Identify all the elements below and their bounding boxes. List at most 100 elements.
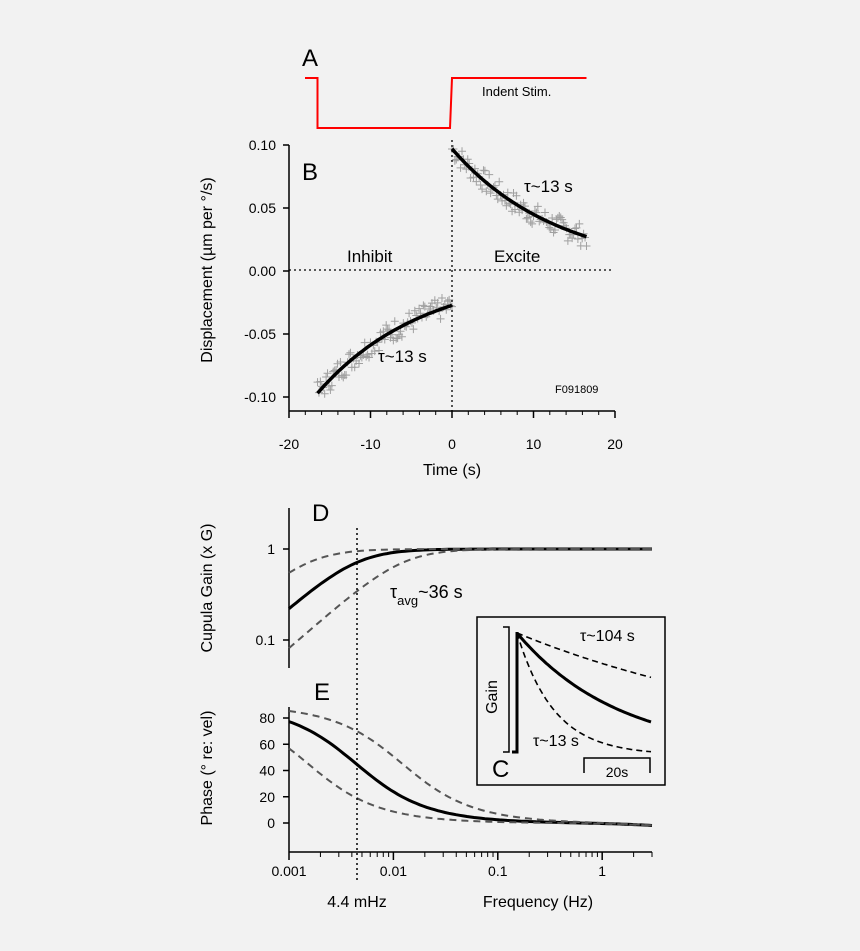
panel-b: -0.10 -0.05 0.00 0.05 0.10 -20 -10 0 10 20 B τ~13… [199, 137, 623, 479]
data-point [390, 317, 399, 326]
phase-bound-line [288, 710, 653, 827]
y-tick-label: 0.00 [249, 263, 276, 279]
step-onset [512, 632, 519, 754]
data-point [382, 321, 391, 330]
gain-scale-bracket [503, 626, 510, 753]
data-point [485, 170, 494, 179]
data-point [344, 350, 353, 359]
panel-b-ticks: -0.10 -0.05 0.00 0.05 0.10 -20 -10 0 10 20 [244, 137, 623, 452]
fit-line-inhibit [316, 303, 453, 395]
gain-avg-line [288, 547, 652, 610]
data-point [436, 314, 445, 323]
tau-symbol: τ [390, 582, 397, 602]
panel-c-inset: C Gain τ~104 s τ~13 s 20s [476, 616, 666, 786]
data-point [346, 348, 355, 357]
inhibit-label: Inhibit [347, 247, 393, 266]
step-response-avg [515, 632, 652, 724]
inset-tau-slow-label: τ~104 s [580, 628, 635, 645]
data-point [486, 189, 495, 198]
panel-d: 0.11 D τavg~36 s Cupula Gain (x G) [199, 500, 652, 668]
data-point [512, 191, 521, 200]
tau-avg-label: τavg~36 s [390, 582, 463, 608]
panel-d-y-label: Cupula Gain (x G) [199, 524, 216, 653]
data-point [379, 327, 388, 336]
x-tick-label: -10 [360, 436, 380, 452]
data-point [326, 386, 335, 395]
data-point [409, 325, 418, 334]
panel-a-label: A [302, 45, 318, 72]
y-tick-label: 0.10 [249, 137, 276, 153]
x-tick-label: 20 [607, 436, 623, 452]
data-point [573, 235, 582, 244]
panel-d-ticks: 0.11 [256, 541, 289, 648]
panel-e-label: E [314, 679, 330, 706]
data-point [350, 363, 359, 372]
panel-b-marks [313, 144, 591, 398]
y-tick-label: 0 [267, 815, 275, 831]
y-tick-label: -0.05 [244, 326, 276, 342]
y-tick-label: -0.10 [244, 389, 276, 405]
tau-excite-label: τ~13 s [524, 177, 573, 196]
data-point [383, 325, 392, 334]
data-point [545, 223, 554, 232]
data-point [493, 195, 502, 204]
data-point [393, 334, 402, 343]
stimulus-trace [305, 77, 587, 129]
data-point [482, 187, 491, 196]
fit-line-excite [450, 147, 588, 239]
data-point [336, 357, 345, 366]
data-point [443, 297, 452, 306]
data-point [397, 332, 406, 341]
panel-c-marks [503, 626, 652, 754]
frequency-marker-label: 4.4 mHz [327, 894, 387, 911]
data-point [479, 166, 488, 175]
gain-bound-line [288, 548, 652, 574]
data-point [323, 369, 332, 378]
panel-b-y-label: Displacement (µm per °/s) [199, 177, 216, 362]
data-point [426, 302, 435, 311]
y-tick-label: 0.05 [249, 200, 276, 216]
data-point [456, 163, 465, 172]
data-point [419, 301, 428, 310]
x-tick-label: -20 [279, 436, 299, 452]
data-point [375, 346, 384, 355]
inset-gain-label: Gain [484, 680, 501, 714]
data-point [320, 389, 329, 398]
panel-b-x-label: Time (s) [423, 462, 481, 479]
data-point [492, 191, 501, 200]
data-point [528, 219, 537, 228]
data-point [342, 371, 351, 380]
inset-tau-fast-label: τ~13 s [533, 733, 579, 750]
y-tick-label: 60 [259, 736, 275, 752]
panel-e-x-label: Frequency (Hz) [483, 894, 593, 911]
panel-e-ticks: 0 20 40 60 80 0.001 0.01 0.1 1 [259, 710, 653, 879]
x-tick-label: 10 [526, 436, 542, 452]
y-tick-label: 0.1 [256, 632, 276, 648]
panel-e-y-label: Phase (° re: vel) [199, 711, 216, 826]
x-tick-label: 0.001 [271, 863, 306, 879]
time-scalebar-label: 20s [606, 764, 629, 780]
data-point [405, 309, 414, 318]
x-tick-label: 0 [448, 436, 456, 452]
data-point [433, 298, 442, 307]
x-tick-label: 1 [598, 863, 606, 879]
step-response-bound [516, 632, 652, 679]
data-point [463, 155, 472, 164]
excite-label: Excite [494, 247, 540, 266]
data-point [458, 147, 467, 156]
figure-id-label: F091809 [555, 384, 598, 396]
data-point [437, 294, 446, 303]
y-tick-label: 40 [259, 763, 275, 779]
panel-d-label: D [312, 500, 329, 527]
data-point [495, 177, 504, 186]
data-point [533, 202, 542, 211]
phase-bound-line [288, 747, 653, 827]
data-point [322, 373, 331, 382]
tau-inhibit-label: τ~13 s [378, 347, 427, 366]
panel-d-marks [288, 547, 652, 649]
data-point [355, 359, 364, 368]
panel-a: A Indent Stim. [302, 45, 587, 129]
data-point [370, 347, 379, 356]
